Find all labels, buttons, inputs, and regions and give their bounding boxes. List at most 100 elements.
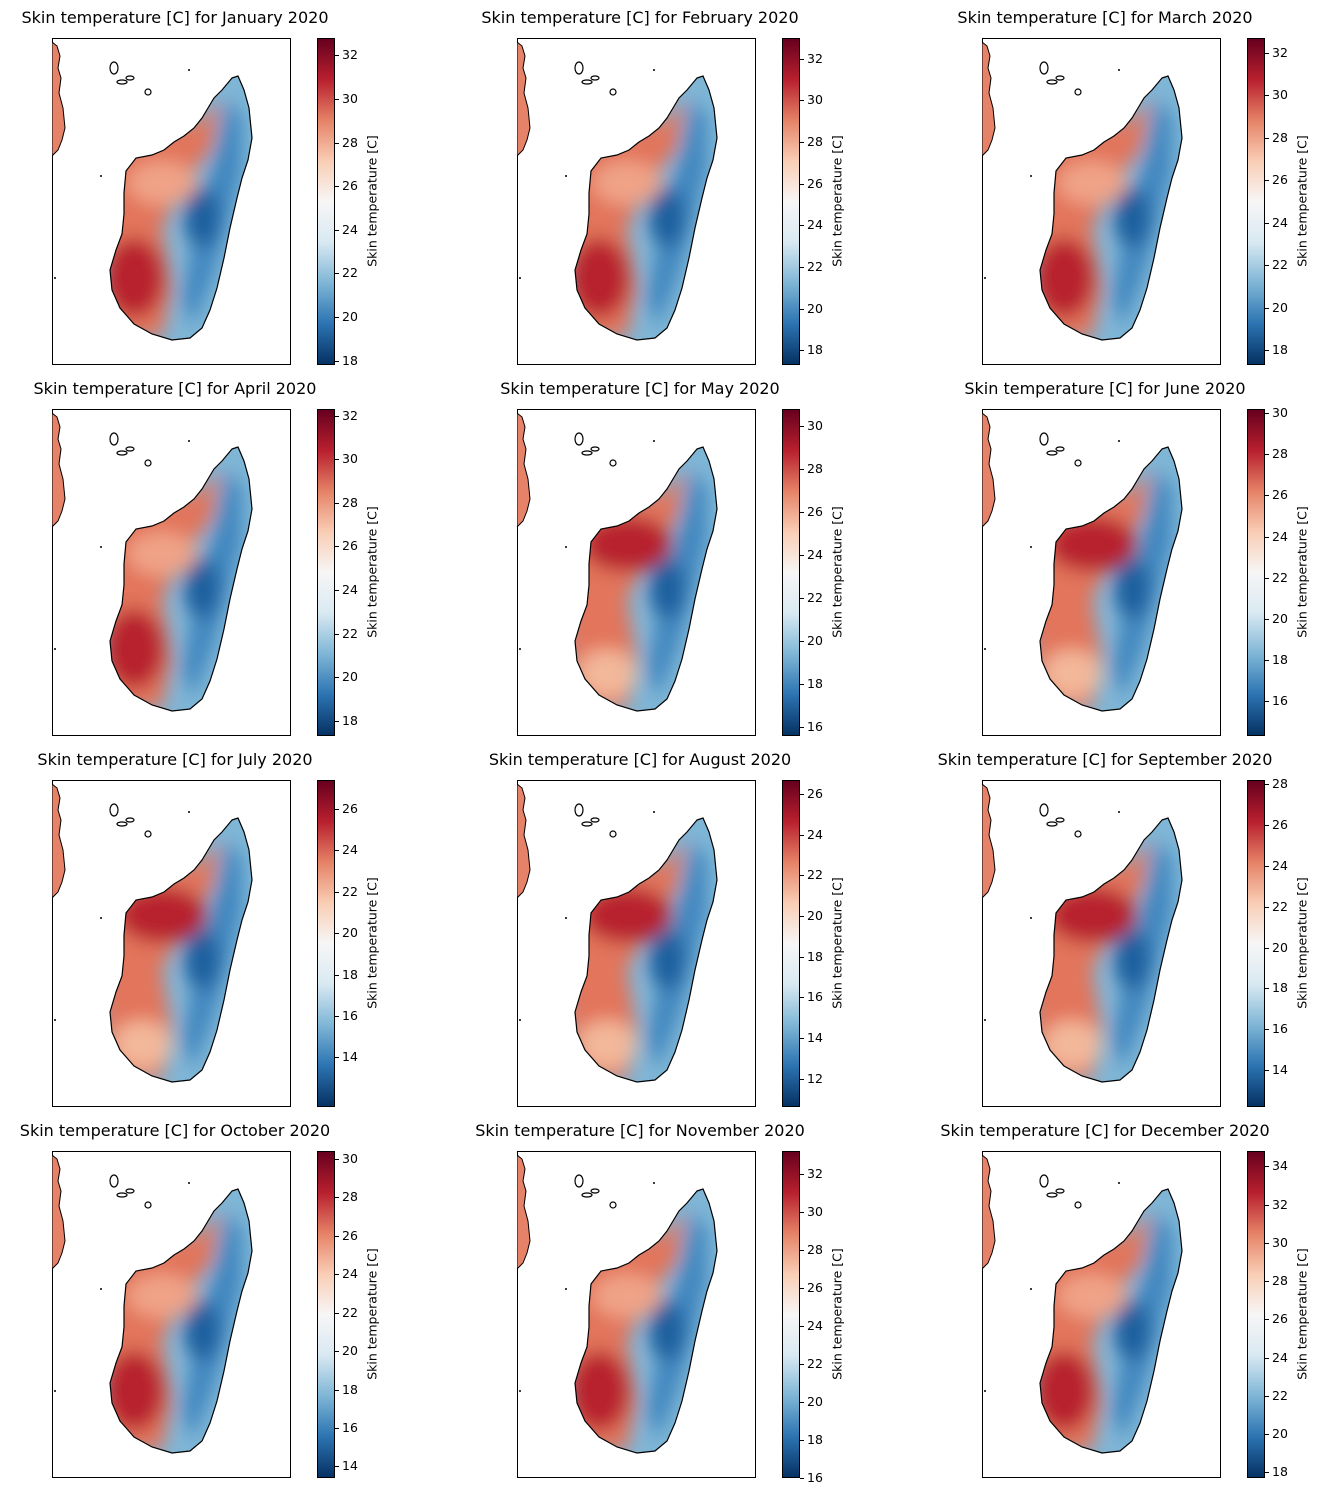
island (1046, 1192, 1058, 1198)
colorbar-label: Skin temperature [C] (829, 506, 845, 638)
colorbar (1247, 409, 1265, 736)
colorbar-tick: 14 (335, 1459, 358, 1473)
colorbar-tick: 30 (800, 419, 823, 433)
colorbar-tick: 14 (335, 1050, 358, 1064)
colorbar-tick: 26 (1265, 817, 1288, 832)
colorbar-tick: 24 (800, 827, 823, 842)
panel-title: Skin temperature [C] for March 2020 (957, 8, 1253, 27)
colorbar-label: Skin temperature [C] (364, 877, 380, 1009)
colorbar (1247, 38, 1265, 365)
colorbar-tick: 30 (335, 452, 358, 466)
islet (984, 277, 986, 279)
colorbar-ticks: 14 16 18 20 22 24 26 (335, 780, 365, 1107)
madagascar-coastline (109, 1188, 253, 1454)
islet (519, 1019, 521, 1021)
panel-title: Skin temperature [C] for September 2020 (937, 750, 1273, 769)
colorbar-ticks: 18 20 22 24 26 28 30 32 (335, 38, 365, 368)
colorbar-tick: 24 (800, 218, 823, 232)
island (1046, 450, 1058, 456)
colorbar-ticks: 18 20 22 24 26 28 30 32 34 (1265, 1151, 1295, 1479)
colorbar-ticks: 12 14 16 18 20 22 24 26 (800, 780, 830, 1107)
island (590, 1188, 600, 1194)
colorbar-tick: 18 (1265, 652, 1288, 667)
map-panel: Skin temperature [C] for June 2020 16 18 20… (930, 379, 1319, 747)
colorbar-tick: 30 (800, 93, 823, 107)
islet (1118, 440, 1120, 442)
island (116, 821, 128, 827)
madagascar-coastline (574, 446, 718, 712)
island (1046, 821, 1058, 827)
panel-title: Skin temperature [C] for January 2020 (21, 8, 329, 27)
island (1039, 803, 1049, 817)
african-coast (52, 1154, 66, 1270)
island (581, 1192, 593, 1198)
colorbar-tick: 22 (335, 266, 358, 280)
colorbar-tick: 26 (335, 1228, 358, 1243)
colorbar-tick: 26 (800, 176, 823, 191)
colorbar-tick: 20 (335, 1344, 358, 1358)
colorbar-label: Skin temperature [C] (829, 1248, 845, 1380)
colorbar-tick: 30 (1265, 88, 1288, 102)
map-axes (517, 409, 756, 736)
islet (519, 648, 521, 650)
colorbar-tick: 24 (1265, 215, 1288, 230)
colorbar-label: Skin temperature [C] (364, 135, 380, 267)
colorbar-tick: 26 (800, 505, 823, 519)
colorbar-tick: 24 (335, 843, 358, 857)
colorbar-tick: 22 (1265, 570, 1288, 585)
island (581, 450, 593, 456)
islet (188, 69, 190, 71)
colorbar-tick: 32 (335, 48, 358, 62)
map-panel: Skin temperature [C] for October 2020 14 1… (0, 1121, 420, 1489)
islet (188, 1182, 190, 1184)
map-panel: Skin temperature [C] for March 2020 18 20 2… (930, 8, 1319, 376)
island (609, 459, 617, 467)
panel-title: Skin temperature [C] for December 2020 (940, 1121, 1270, 1140)
colorbar-tick: 24 (1265, 529, 1288, 544)
colorbar-tick: 24 (1265, 858, 1288, 873)
island (125, 75, 135, 81)
islet (100, 1288, 102, 1290)
colorbar-tick: 20 (800, 301, 823, 316)
colorbar-tick: 32 (1265, 45, 1288, 60)
map-axes (517, 780, 756, 1107)
islet (1118, 1182, 1120, 1184)
islet (565, 1288, 567, 1290)
island (581, 79, 593, 85)
colorbar-tick: 24 (335, 222, 358, 237)
colorbar-tick: 18 (800, 1432, 823, 1447)
colorbar-tick: 18 (335, 353, 358, 368)
map-panel: Skin temperature [C] for November 2020 16… (465, 1121, 885, 1489)
colorbar-ticks: 16 18 20 22 24 26 28 30 32 (800, 1151, 830, 1485)
island (125, 817, 135, 823)
island (109, 61, 119, 75)
islet (653, 69, 655, 71)
map-axes (982, 38, 1221, 365)
colorbar-tick: 20 (1265, 1427, 1288, 1441)
madagascar-coastline (109, 75, 253, 341)
colorbar-tick: 30 (1265, 1235, 1288, 1250)
african-coast (517, 783, 531, 899)
colorbar-label: Skin temperature [C] (829, 135, 845, 267)
madagascar-coastline (1039, 817, 1183, 1083)
colorbar-label: Skin temperature [C] (1294, 506, 1310, 638)
islet (1118, 69, 1120, 71)
colorbar-tick: 18 (335, 1382, 358, 1397)
island (125, 446, 135, 452)
colorbar-tick: 34 (1265, 1159, 1288, 1173)
colorbar-tick: 22 (1265, 258, 1288, 272)
island (144, 88, 152, 96)
colorbar-tick: 22 (800, 260, 823, 274)
colorbar (317, 780, 335, 1107)
island (590, 446, 600, 452)
colorbar-tick: 22 (335, 626, 358, 641)
colorbar-tick: 30 (335, 1151, 358, 1166)
map-axes (52, 409, 291, 736)
madagascar-coastline (1039, 75, 1183, 341)
map-panel: Skin temperature [C] for July 2020 14 16 18… (0, 750, 420, 1118)
colorbar-ticks: 14 16 18 20 22 24 26 28 30 (335, 1151, 365, 1478)
island (609, 1201, 617, 1209)
madagascar-coastline (109, 817, 253, 1083)
panel-title: Skin temperature [C] for February 2020 (481, 8, 799, 27)
colorbar-tick: 28 (1265, 130, 1288, 145)
